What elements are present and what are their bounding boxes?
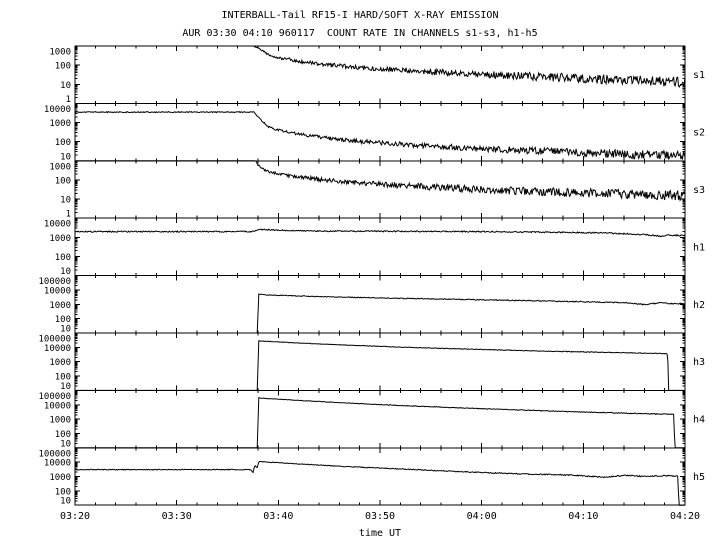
x-tick-label: 04:00: [467, 511, 497, 522]
channel-label-s3: s3: [693, 185, 705, 196]
y-tick-label: 10000: [44, 105, 71, 115]
panel-box: [74, 332, 686, 391]
y-tick-label: 1000: [49, 234, 71, 244]
panel-s3: 1000 100 10 1 s3: [49, 160, 705, 220]
y-tick-label: 100: [55, 430, 71, 440]
y-tick-label: 1000: [49, 48, 71, 58]
y-tick-label: 10000: [44, 401, 71, 411]
panel-box: [74, 217, 686, 277]
channel-label-h3: h3: [693, 357, 705, 368]
y-tick-label: 1000: [49, 119, 71, 129]
chart-title: INTERBALL-Tail RF15-I HARD/SOFT X-RAY EM…: [221, 10, 499, 21]
axis-ticks: [74, 45, 686, 104]
axis-ticks: [74, 217, 686, 277]
axis-ticks: [74, 389, 686, 449]
trace-h3: [75, 340, 685, 391]
channel-label-h4: h4: [693, 415, 705, 426]
y-tick-label: 1000: [49, 162, 71, 172]
y-tick-label: 1: [66, 95, 71, 105]
channel-label-s2: s2: [693, 128, 705, 139]
panel-s2: 10000 1000 100 10 s2: [44, 102, 705, 162]
y-tick-label: 10000: [44, 220, 71, 230]
panel-box: [74, 45, 686, 104]
chart-subtitle: AUR 03:30 04:10 960117 COUNT RATE IN CHA…: [182, 28, 538, 39]
panel-box: [74, 275, 686, 334]
y-tick-label: 10: [60, 196, 71, 206]
axis-ticks: [74, 275, 686, 334]
y-tick-label: 1000: [49, 416, 71, 426]
y-tick-label: 10: [60, 267, 71, 277]
y-tick-label: 1000: [49, 473, 71, 483]
y-tick-label: 10: [60, 497, 71, 507]
y-tick-label: 100: [55, 315, 71, 325]
channel-label-s1: s1: [693, 70, 705, 81]
x-tick-label: 03:40: [263, 511, 293, 522]
trace-s3: [75, 160, 686, 202]
y-tick-label: 100: [55, 373, 71, 383]
y-tick-label: 10000: [44, 344, 71, 354]
panel-box: [74, 389, 686, 449]
x-tick-label: 03:20: [60, 511, 90, 522]
x-tick-label: 03:50: [365, 511, 395, 522]
y-tick-label: 1000: [49, 358, 71, 368]
y-tick-label: 10: [60, 439, 71, 449]
trace-s1: [75, 45, 686, 88]
y-tick-label: 100000: [38, 392, 71, 402]
y-tick-label: 100000: [38, 335, 71, 345]
panel-h1: 10000 1000 100 10 h1: [44, 217, 705, 277]
y-tick-label: 100: [55, 487, 71, 497]
y-tick-label: 1000: [49, 301, 71, 311]
x-axis-title: time UT: [359, 528, 401, 539]
axis-ticks: [74, 332, 686, 391]
panel-s1: 1000 100 10 1 s1: [49, 45, 705, 105]
trace-s2: [75, 110, 686, 161]
y-tick-label: 10: [60, 325, 71, 335]
channel-label-h5: h5: [693, 472, 705, 483]
trace-h5: [75, 460, 685, 506]
channel-label-h2: h2: [693, 300, 705, 311]
y-tick-label: 100: [55, 138, 71, 148]
x-tick-label: 04:10: [568, 511, 598, 522]
y-tick-label: 100: [55, 253, 71, 263]
trace-h1: [74, 228, 686, 238]
y-tick-label: 1: [66, 210, 71, 220]
x-axis-labels: 03:20 03:30 03:40 03:50 04:00 04:10 04:20 time …: [60, 511, 700, 539]
trace-h2: [75, 293, 686, 334]
x-tick-label: 03:30: [162, 511, 192, 522]
y-tick-label: 10: [60, 152, 71, 162]
y-tick-label: 10: [60, 382, 71, 392]
y-tick-label: 10: [60, 81, 71, 91]
y-tick-label: 100000: [38, 277, 71, 287]
y-tick-label: 100: [55, 176, 71, 186]
y-tick-label: 10000: [44, 286, 71, 296]
axis-ticks: [74, 447, 686, 506]
y-tick-label: 100000: [38, 449, 71, 459]
channel-label-h1: h1: [693, 242, 705, 253]
y-tick-label: 10000: [44, 459, 71, 469]
trace-h4: [75, 397, 685, 449]
y-tick-label: 100: [55, 62, 71, 72]
x-tick-label: 04:20: [670, 511, 700, 522]
